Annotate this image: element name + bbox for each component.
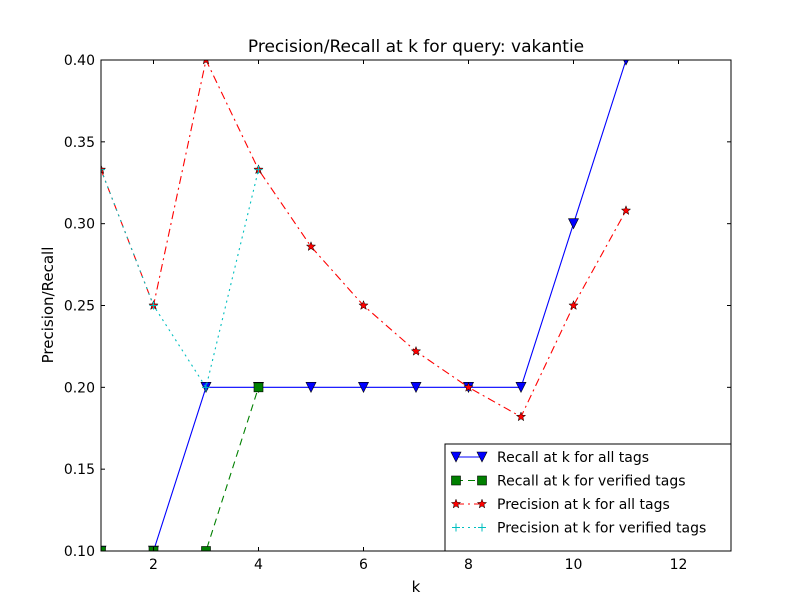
x-tick-label: 6 bbox=[359, 557, 368, 573]
legend-marker bbox=[450, 451, 462, 463]
legend-label: Recall at k for verified tags bbox=[497, 474, 686, 490]
legend-entries: Recall at k for all tags Recall at k for … bbox=[450, 450, 706, 537]
x-tick-label: 12 bbox=[670, 557, 688, 573]
data-point bbox=[410, 345, 422, 356]
y-axis-label: Precision/Recall bbox=[39, 247, 57, 364]
data-point bbox=[253, 382, 264, 393]
series-3 bbox=[101, 60, 632, 422]
x-tick-label: 10 bbox=[565, 557, 583, 573]
y-tick-label: 0.25 bbox=[64, 299, 95, 315]
legend-marker bbox=[450, 498, 462, 509]
data-point bbox=[568, 218, 579, 230]
data-point bbox=[201, 546, 211, 551]
legend-marker bbox=[476, 451, 488, 463]
legend-entry-2: Recall at k for verified tags bbox=[451, 474, 686, 490]
data-point bbox=[463, 381, 474, 392]
y-tick-label: 0.20 bbox=[64, 380, 95, 396]
data-point bbox=[305, 382, 317, 394]
data-point bbox=[515, 411, 527, 422]
axes-layer: 2 4 6 8 10 12 0.10 0.15 0.20 0.25 0.30 0.35 0.40 bbox=[64, 53, 731, 573]
data-point bbox=[202, 60, 210, 65]
data-point bbox=[358, 299, 369, 310]
y-tick-label: 0.30 bbox=[64, 217, 95, 233]
data-point bbox=[568, 299, 579, 310]
series-line bbox=[101, 169, 260, 389]
data-point bbox=[620, 205, 632, 216]
x-tick-label: 2 bbox=[149, 557, 158, 573]
data-point bbox=[202, 383, 210, 392]
series-4 bbox=[101, 165, 263, 392]
data-point bbox=[358, 382, 369, 394]
data-point bbox=[149, 301, 158, 310]
x-axis-label: k bbox=[412, 578, 421, 596]
y-tick-label: 0.15 bbox=[64, 462, 95, 478]
y-tick-label: 0.35 bbox=[64, 135, 95, 151]
y-tick-label: 0.10 bbox=[64, 544, 95, 560]
legend-label: Precision at k for verified tags bbox=[497, 521, 706, 537]
data-point bbox=[305, 241, 317, 252]
legend-marker bbox=[476, 498, 488, 509]
legend-marker bbox=[478, 523, 486, 532]
data-point bbox=[101, 165, 105, 174]
legend-marker bbox=[451, 475, 461, 486]
x-tick-label: 4 bbox=[254, 557, 263, 573]
chart-title: Precision/Recall at k for query: vakanti… bbox=[248, 37, 584, 57]
plot-frame bbox=[100, 59, 732, 552]
legend-entry-4: Precision at k for verified tags bbox=[452, 521, 706, 537]
data-point bbox=[515, 382, 527, 394]
data-point bbox=[101, 546, 106, 551]
legend-label: Recall at k for all tags bbox=[497, 450, 649, 466]
legend-frame bbox=[444, 443, 732, 552]
legend: Recall at k for all tags Recall at k for … bbox=[444, 443, 732, 552]
legend-entry-3: Precision at k for all tags bbox=[450, 497, 670, 513]
series-layer bbox=[101, 60, 632, 551]
data-point bbox=[623, 60, 629, 66]
legend-entry-1: Recall at k for all tags bbox=[450, 450, 649, 466]
legend-marker bbox=[452, 523, 460, 532]
legend-marker bbox=[477, 475, 487, 486]
y-tick-label: 0.40 bbox=[64, 53, 95, 69]
data-point bbox=[410, 382, 422, 394]
x-tick-label: 8 bbox=[464, 557, 473, 573]
legend-label: Precision at k for all tags bbox=[497, 497, 670, 513]
data-point bbox=[254, 165, 263, 174]
